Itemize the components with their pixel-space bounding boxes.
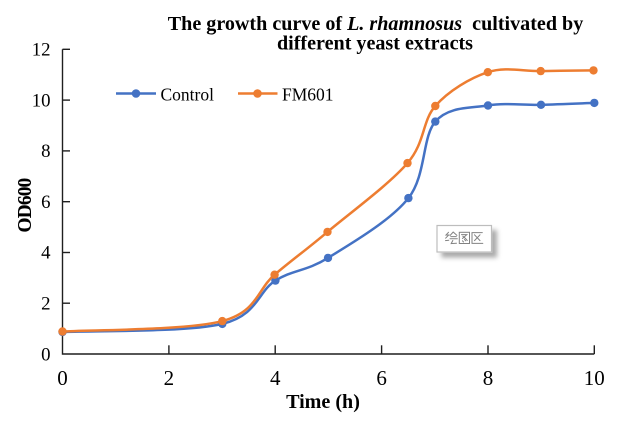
svg-text:FM601: FM601 xyxy=(282,84,334,104)
svg-text:0: 0 xyxy=(57,366,68,390)
svg-text:12: 12 xyxy=(32,40,51,61)
svg-text:4: 4 xyxy=(270,366,281,390)
svg-text:0: 0 xyxy=(41,345,50,366)
svg-text:Control: Control xyxy=(161,84,215,104)
svg-text:8: 8 xyxy=(41,141,50,162)
svg-text:different yeast extracts: different yeast extracts xyxy=(277,33,473,55)
svg-text:10: 10 xyxy=(584,366,605,390)
svg-text:2: 2 xyxy=(164,366,175,390)
svg-text:Time (h): Time (h) xyxy=(286,391,360,413)
svg-text:8: 8 xyxy=(483,366,494,390)
svg-text:4: 4 xyxy=(41,243,51,264)
svg-text:2: 2 xyxy=(41,293,50,314)
svg-text:6: 6 xyxy=(376,366,387,390)
svg-text:6: 6 xyxy=(41,192,50,213)
svg-text:10: 10 xyxy=(32,90,51,111)
svg-text:The growth curve of L. rhamnos: The growth curve of L. rhamnosus cultiva… xyxy=(168,13,584,35)
svg-text:OD600: OD600 xyxy=(15,178,36,232)
